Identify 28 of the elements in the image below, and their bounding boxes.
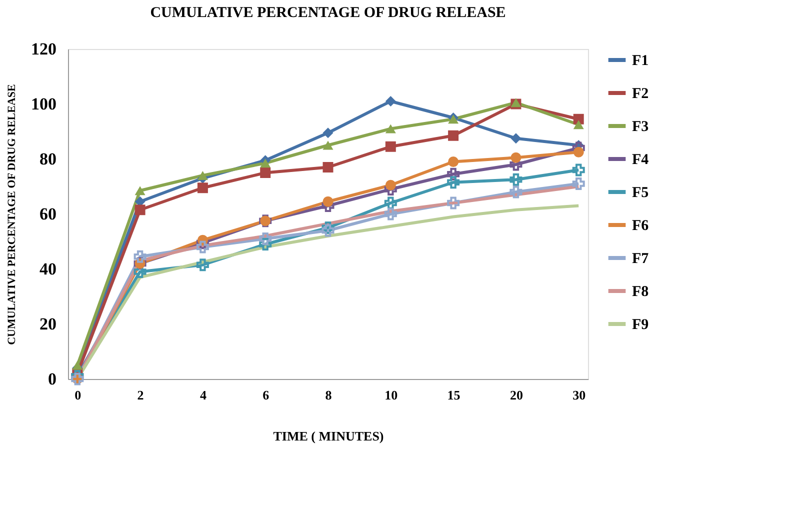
x-tick-label: 2	[137, 388, 144, 402]
y-tick-label: 40	[40, 260, 56, 278]
y-tick-label: 0	[48, 370, 56, 388]
x-tick-label: 4	[200, 388, 207, 402]
x-axis-title: TIME ( MINUTES)	[273, 428, 384, 444]
x-tick-label: 30	[572, 388, 586, 402]
y-tick-label: 80	[40, 150, 56, 168]
y-tick-label: 120	[31, 40, 56, 58]
x-tick-label: 20	[510, 388, 523, 402]
x-tick-label: 6	[262, 388, 270, 402]
y-axis-title: CUMULATIVE PERCENTAGE OF DRUG RELEASE	[6, 84, 18, 345]
legend-label: F1	[632, 53, 649, 69]
legend-label: F3	[632, 119, 649, 135]
chart-title: CUMULATIVE PERCENTAGE OF DRUG RELEASE	[150, 5, 506, 21]
legend-label: F4	[632, 152, 650, 168]
legend-label: F6	[632, 218, 650, 234]
legend-label: F5	[632, 185, 649, 201]
legend-label: F2	[632, 86, 649, 102]
legend-label: F8	[632, 284, 649, 300]
x-tick-label: 0	[74, 388, 82, 402]
x-tick-label: 15	[447, 388, 461, 402]
x-tick-label: 8	[325, 388, 332, 402]
y-tick-label: 100	[31, 94, 56, 114]
x-tick-label: 10	[384, 388, 398, 402]
legend-label: F9	[632, 317, 649, 333]
y-tick-label: 20	[40, 314, 56, 334]
legend-label: F7	[632, 251, 650, 267]
y-tick-label: 60	[40, 204, 56, 224]
